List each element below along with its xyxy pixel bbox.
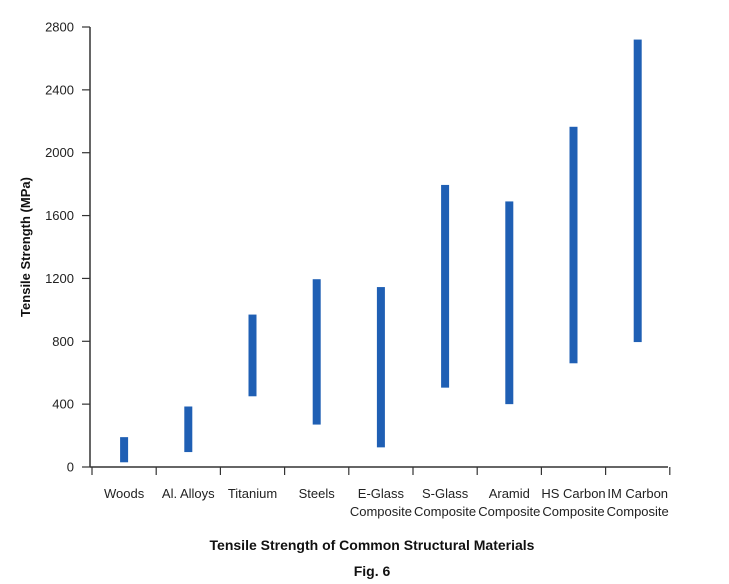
category-label: Composite — [350, 504, 412, 519]
y-tick-label: 2400 — [45, 82, 74, 97]
range-bar — [312, 279, 321, 425]
y-tick-label: 400 — [52, 397, 74, 412]
range-bar — [441, 184, 450, 388]
range-bar — [376, 287, 385, 448]
category-label: IM Carbon — [607, 486, 668, 501]
category-label: Composite — [607, 504, 669, 519]
range-bar — [120, 437, 129, 463]
category-label: S-Glass — [422, 486, 469, 501]
y-axis-label: Tensile Strength (MPa) — [18, 177, 33, 317]
y-tick-label: 2800 — [45, 20, 74, 35]
category-label: E-Glass — [358, 486, 405, 501]
range-bar — [505, 201, 514, 405]
y-tick-label: 0 — [67, 460, 74, 475]
y-tick-label: 1600 — [45, 208, 74, 223]
range-bars — [120, 39, 642, 463]
category-label: Steels — [299, 486, 336, 501]
y-tick-label: 1200 — [45, 271, 74, 286]
chart-subtitle: Fig. 6 — [354, 563, 391, 579]
y-axis: 0 400 800 1200 1600 2000 2400 2800 — [45, 20, 91, 475]
category-label: Aramid — [489, 486, 530, 501]
range-bar — [569, 126, 578, 364]
category-label: Composite — [414, 504, 476, 519]
range-bar — [248, 314, 257, 397]
category-label: Composite — [542, 504, 604, 519]
category-label: HS Carbon — [541, 486, 605, 501]
chart-title: Tensile Strength of Common Structural Ma… — [210, 537, 535, 553]
category-label: Woods — [104, 486, 145, 501]
y-tick-label: 2000 — [45, 145, 74, 160]
range-bar — [184, 406, 193, 453]
category-label: Al. Alloys — [162, 486, 215, 501]
category-label: Titanium — [228, 486, 277, 501]
category-label: Composite — [478, 504, 540, 519]
range-bar — [633, 39, 642, 343]
x-axis — [90, 466, 671, 475]
category-labels: Woods Al. Alloys Titanium Steels E-Glass Comp… — [104, 486, 669, 519]
y-tick-label: 800 — [52, 334, 74, 349]
